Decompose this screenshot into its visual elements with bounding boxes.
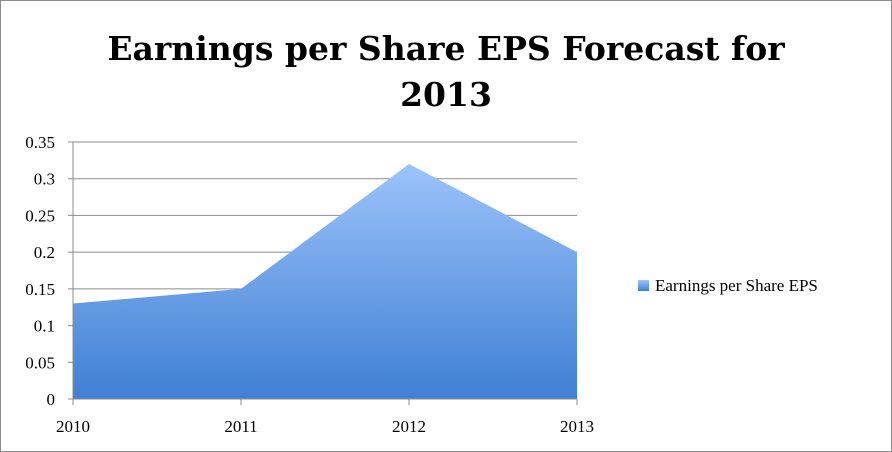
y-tick-label: 0.2 xyxy=(34,243,55,262)
y-tick-label: 0.05 xyxy=(25,353,55,372)
legend-swatch xyxy=(638,280,649,291)
y-tick-label: 0.25 xyxy=(25,206,55,225)
x-tick-label: 2013 xyxy=(560,417,594,436)
x-tick-label: 2010 xyxy=(56,417,90,436)
axes xyxy=(68,142,577,400)
legend: Earnings per Share EPS xyxy=(638,276,818,295)
y-tick-label: 0.35 xyxy=(25,133,55,152)
chart-title-line-1: Earnings per Share EPS Forecast for xyxy=(107,29,785,68)
y-axis-ticks: 0 0.05 0.1 0.15 0.2 0.25 0.3 0.35 xyxy=(25,133,55,409)
y-tick-label: 0.3 xyxy=(34,170,55,189)
legend-label: Earnings per Share EPS xyxy=(655,276,818,295)
x-tick-label: 2011 xyxy=(224,417,257,436)
x-tick-label: 2012 xyxy=(392,417,426,436)
series-area xyxy=(73,164,577,399)
y-tick-label: 0.1 xyxy=(34,317,55,336)
y-tick-label: 0 xyxy=(47,390,56,409)
x-axis-ticks: 2010 2011 2012 2013 xyxy=(56,399,594,436)
y-tick-label: 0.15 xyxy=(25,280,55,299)
series-area-layer xyxy=(73,164,577,399)
chart-title: Earnings per Share EPS Forecast for 2013 xyxy=(0,26,892,118)
chart-title-line-2: 2013 xyxy=(400,75,492,114)
